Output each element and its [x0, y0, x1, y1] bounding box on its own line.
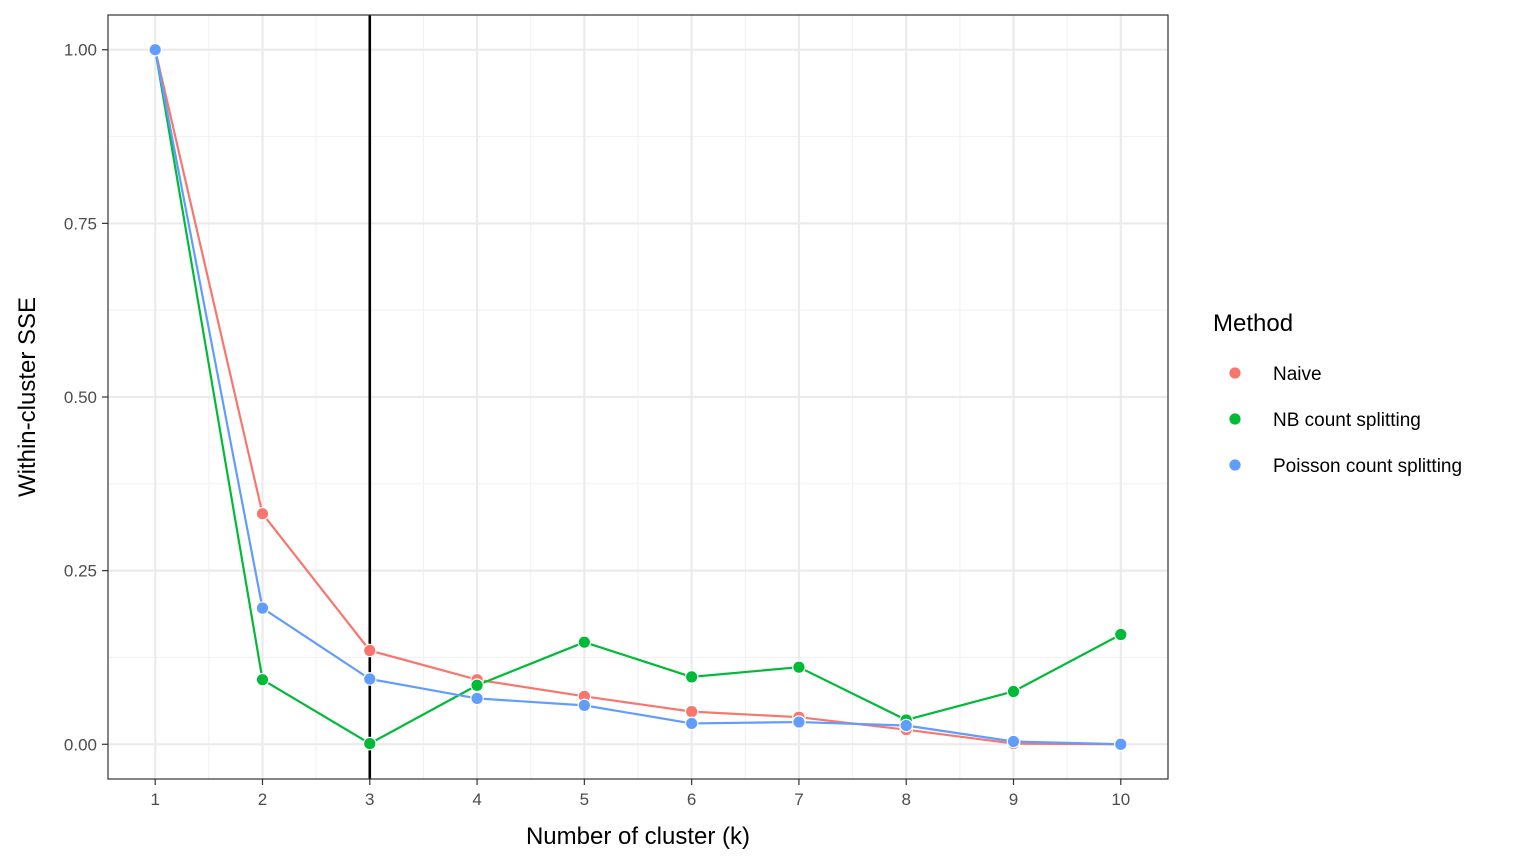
data-point-1-2 — [362, 736, 377, 751]
data-point-1-4 — [577, 635, 592, 649]
y-tick-label: 0.75 — [64, 214, 97, 233]
grid-major — [108, 15, 1168, 779]
data-point-2-3 — [470, 691, 484, 706]
data-point-2-1 — [255, 601, 270, 615]
series-points — [148, 42, 1128, 752]
data-point-2-2 — [362, 672, 377, 686]
x-tick-label: 6 — [687, 790, 696, 809]
data-point-2-9 — [1113, 737, 1128, 752]
data-point-2-6 — [792, 715, 806, 729]
data-point-0-2 — [362, 643, 377, 658]
series-line-0 — [154, 49, 1121, 746]
x-tick-label: 4 — [472, 790, 481, 809]
y-tick-label: 1.00 — [64, 41, 97, 60]
legend-label-0: Naive — [1273, 364, 1322, 385]
x-axis: 1 2 3 4 5 6 7 8 9 10 — [150, 779, 1130, 809]
legend-key-1 — [1228, 412, 1242, 426]
data-point-1-3 — [470, 678, 484, 693]
legend: Method Naive NB count splitting Poisson co… — [1213, 310, 1462, 477]
y-tick-label: 0.00 — [64, 735, 97, 754]
legend-items: Naive NB count splitting Poisson count spl… — [1228, 364, 1462, 477]
legend-key-2 — [1228, 458, 1242, 472]
legend-title: Method — [1213, 310, 1293, 337]
x-tick-label: 3 — [365, 790, 374, 809]
y-tick-label: 0.50 — [64, 388, 97, 407]
data-point-2-0 — [148, 42, 163, 57]
data-point-2-7 — [899, 718, 914, 733]
data-point-0-1 — [255, 506, 270, 521]
data-point-1-9 — [1113, 627, 1128, 642]
y-axis: 0.00 0.25 0.50 0.75 1.00 — [64, 41, 108, 754]
x-tick-label: 1 — [150, 790, 159, 809]
y-tick-label: 0.25 — [64, 562, 97, 581]
data-point-1-8 — [1006, 684, 1021, 699]
data-point-2-8 — [1006, 734, 1021, 749]
data-point-0-5 — [684, 704, 699, 719]
data-point-2-5 — [684, 716, 699, 731]
y-axis-title: Within-cluster SSE — [14, 297, 41, 497]
legend-label-2: Poisson count splitting — [1273, 456, 1462, 477]
data-point-1-6 — [792, 660, 806, 674]
x-axis-title: Number of cluster (k) — [526, 823, 750, 850]
data-point-1-1 — [255, 672, 270, 687]
data-point-2-4 — [577, 698, 592, 713]
x-tick-label: 9 — [1009, 790, 1018, 809]
series-line-1 — [154, 49, 1122, 745]
data-point-1-5 — [684, 670, 699, 684]
x-tick-label: 2 — [258, 790, 267, 809]
series-lines — [154, 49, 1122, 746]
x-tick-label: 8 — [901, 790, 910, 809]
series-line-2 — [154, 49, 1121, 746]
legend-key-0 — [1228, 366, 1242, 380]
x-tick-label: 7 — [794, 790, 803, 809]
x-tick-label: 5 — [580, 790, 589, 809]
x-tick-label: 10 — [1111, 790, 1130, 809]
legend-label-1: NB count splitting — [1273, 410, 1421, 431]
